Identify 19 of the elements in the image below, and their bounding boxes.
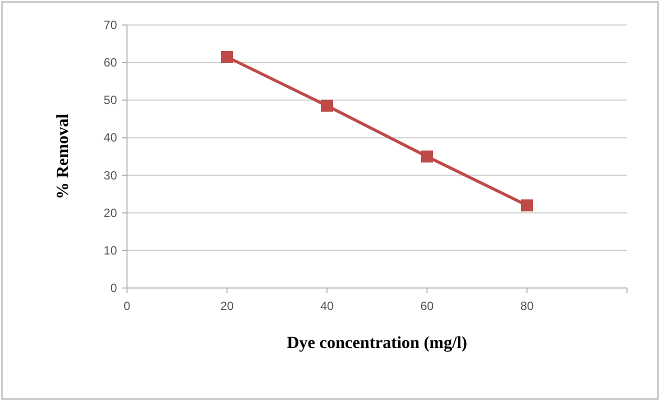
- point: [321, 100, 333, 112]
- y-tick-label: 40: [104, 130, 118, 145]
- y-axis-title: % Removal: [53, 114, 72, 200]
- x-tick-label: 20: [220, 299, 234, 313]
- point: [421, 150, 433, 162]
- x-tick-label: 0: [124, 299, 131, 313]
- y-tick-label: 10: [104, 243, 118, 258]
- y-tick-label: 70: [104, 18, 118, 32]
- point: [221, 50, 233, 63]
- point: [521, 199, 533, 212]
- y-tick-label: 30: [104, 168, 118, 182]
- y-tick-label: 50: [104, 93, 118, 108]
- y-tick-label: 60: [104, 56, 118, 70]
- y-tick-label: 0: [110, 281, 118, 295]
- x-tick-label: 40: [320, 299, 334, 313]
- x-axis-title: Dye concentration (mg/l): [286, 333, 468, 352]
- x-tick-label: 80: [520, 299, 534, 313]
- x-tick-label: 60: [420, 299, 434, 313]
- y-tick-label: 20: [104, 206, 118, 220]
